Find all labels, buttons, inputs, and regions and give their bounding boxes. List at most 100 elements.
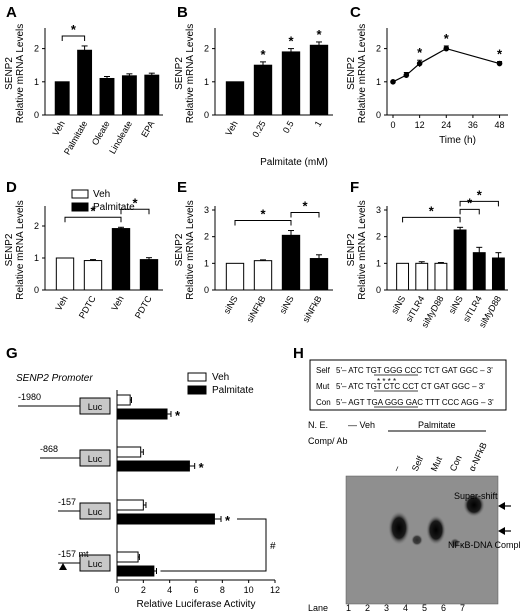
bracket-star-f: * <box>467 195 473 210</box>
bar-e <box>253 260 273 291</box>
x-tick-label-b: 0.5 <box>281 119 296 135</box>
x-tick-label-e: siNFkB <box>245 294 268 324</box>
legend-swatch-veh-g <box>187 372 207 382</box>
y-axis-subtitle-e: Relative mRNA Levels <box>185 200 196 299</box>
y-axis-subtitle-a: Relative mRNA Levels <box>15 24 26 123</box>
gel-band-lane6 <box>450 538 460 548</box>
x-tick-label-a: Oleate <box>90 119 112 147</box>
seq-self-text: 5'– ATC TGT GGG CCC TCT GAT GGC – 3' <box>336 366 493 375</box>
seq-self-name: Self <box>316 366 331 375</box>
series-line-c <box>392 47 500 83</box>
bar-palmitate-g <box>116 408 168 420</box>
y-tick-label-a: 0 <box>34 110 39 120</box>
y-tick-label-d: 2 <box>34 221 39 231</box>
x-axis-title-g: Relative Luciferase Activity <box>137 599 256 610</box>
y-axis-title-f: SENP2 <box>346 233 357 266</box>
significance-bracket-a <box>61 35 86 41</box>
y-tick-label-f: 1 <box>376 258 381 268</box>
significance-star-b: * <box>288 34 294 49</box>
x-tick-label-e: siNFkB <box>301 294 324 324</box>
bracket-star-e: * <box>260 207 266 222</box>
gel-band-lane4 <box>411 534 423 546</box>
lane-6: 6 <box>441 603 446 613</box>
x-tick-label-g: 10 <box>244 585 254 595</box>
panel-letter-h: H <box>293 345 304 362</box>
lane-2: 2 <box>365 603 370 613</box>
bar-veh-g <box>116 446 142 458</box>
comp-item-mut: Mut <box>429 455 445 473</box>
x-tick-label-e: siNS <box>222 294 240 315</box>
x-tick-label-b: Veh <box>223 119 239 137</box>
bar-palmitate-g <box>116 460 190 472</box>
significance-star-g: * <box>225 513 231 528</box>
legend-swatch-veh <box>71 189 89 199</box>
comp-item-con: Con <box>448 454 464 473</box>
bar-f <box>453 229 467 291</box>
bar-d <box>139 259 159 291</box>
construct-label: -868 <box>40 444 58 454</box>
lane-3: 3 <box>384 603 389 613</box>
y-tick-label-a: 1 <box>34 77 39 87</box>
construct-label: -157 <box>58 497 76 507</box>
bracket-star-e: * <box>302 199 308 214</box>
x-tick-label-g: 0 <box>114 585 119 595</box>
significance-bracket-f <box>402 216 461 223</box>
x-tick-label-c: 48 <box>495 120 505 130</box>
seq-mut-marks: * * * * <box>377 377 396 386</box>
hash-bracket <box>160 518 267 572</box>
luc-box <box>79 502 111 520</box>
ne-label: N. E. <box>308 420 328 430</box>
y-axis-subtitle-f: Relative mRNA Levels <box>357 200 368 299</box>
x-tick-label-f: siNS <box>447 294 465 315</box>
y-axis-title-d: SENP2 <box>4 233 15 266</box>
gel-band-lane3 <box>388 511 410 545</box>
promoter-title: SENP2 Promoter <box>16 373 93 384</box>
data-point-c <box>390 79 396 85</box>
bar-a <box>121 75 137 116</box>
panel-letter-a: A <box>6 4 17 21</box>
y-axis-subtitle-d: Relative mRNA Levels <box>15 200 26 299</box>
comp-item-self: Self <box>410 454 426 473</box>
significance-bracket-e <box>290 212 320 218</box>
significance-star-c: * <box>444 31 450 46</box>
gel-band-lane5 <box>426 515 446 545</box>
y-tick-label-d: 1 <box>34 253 39 263</box>
x-tick-label-c: 24 <box>441 120 451 130</box>
x-tick-label-g: 12 <box>270 585 280 595</box>
legend-swatch-palmitate-g <box>187 385 207 395</box>
y-tick-label-f: 2 <box>376 232 381 242</box>
sequence-box <box>309 359 507 411</box>
legend-label-veh-g: Veh <box>212 372 229 383</box>
y-axis-subtitle-c: Relative mRNA Levels <box>357 24 368 123</box>
x-tick-label-c: 36 <box>468 120 478 130</box>
x-tick-label-d: PDTC <box>77 294 98 321</box>
y-axis-title-a: SENP2 <box>4 57 15 90</box>
x-tick-label-b: 0.25 <box>250 119 267 139</box>
bar-a <box>54 81 70 116</box>
y-tick-label-d: 0 <box>34 285 39 295</box>
x-tick-label-a: Veh <box>51 119 67 137</box>
bar-e <box>225 262 245 291</box>
bar-b <box>225 81 245 116</box>
panel-letter-g: G <box>6 345 18 362</box>
y-tick-label-e: 3 <box>204 205 209 215</box>
mutation-marker <box>59 563 67 570</box>
bracket-star-a: * <box>71 22 77 37</box>
supershift-arrowhead <box>498 502 505 510</box>
bar-f <box>396 262 410 291</box>
construct-label: -157 mt <box>58 549 89 559</box>
y-tick-label-e: 2 <box>204 232 209 242</box>
x-tick-label-a: EPA <box>139 119 156 139</box>
bar-palmitate-g <box>116 513 215 525</box>
data-point-c <box>443 45 450 52</box>
luc-box-label: Luc <box>88 454 103 464</box>
y-axis-title-c: SENP2 <box>346 57 357 90</box>
lane-1: 1 <box>346 603 351 613</box>
bar-f <box>415 262 429 291</box>
luc-box <box>79 449 111 467</box>
bracket-star-d: * <box>90 203 96 218</box>
x-tick-label-c: 0 <box>390 120 395 130</box>
lane-label: Lane <box>308 603 328 613</box>
y-axis-subtitle-b: Relative mRNA Levels <box>185 24 196 123</box>
